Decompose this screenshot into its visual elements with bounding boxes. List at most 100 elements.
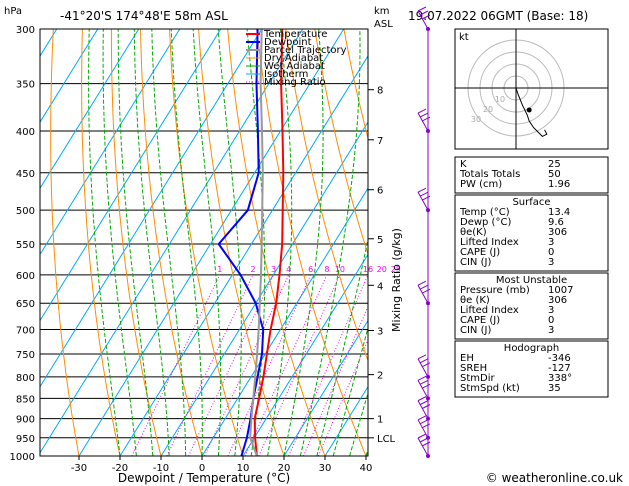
mixing-ratio-labels: 1 2 3 4 6 8 10 16 20 25 — [217, 265, 401, 274]
legend-entry: Isotherm — [264, 69, 308, 80]
wind-barb — [417, 187, 431, 211]
isotherm-line — [40, 29, 99, 124]
wind-barb-feather — [421, 14, 431, 20]
wet-adiabat-line — [151, 29, 187, 456]
isotherm-line — [160, 121, 368, 456]
wet-adiabat-line — [117, 29, 154, 456]
pressure-tick-label: 950 — [16, 434, 35, 445]
wind-barb-feather — [417, 6, 427, 12]
pressure-tick-label: 600 — [16, 271, 35, 282]
wind-barb-feather — [421, 441, 431, 447]
wind-barb — [417, 108, 431, 132]
mixing-ratio-label: 1 — [217, 265, 222, 274]
right-axis-title: Mixing Ratio (g/kg) — [390, 228, 403, 332]
hodograph-ring-label: 10 — [495, 95, 505, 104]
wind-barb-staff — [417, 437, 429, 457]
indices-hodograph-row-value: 35 — [548, 383, 561, 394]
isotherm-line — [40, 29, 304, 454]
dry-adiabat-line — [314, 29, 368, 256]
wet-adiabat-line — [267, 29, 293, 456]
indices-surface-row-label: Dewp (°C) — [460, 217, 511, 228]
wind-profile — [417, 6, 431, 458]
indices-surface-row-label: CIN (J) — [460, 257, 491, 268]
km-tick-label: 6 — [377, 186, 383, 197]
indices-surface-row-value: 3 — [548, 257, 554, 268]
wet-adiabat-line — [102, 29, 137, 456]
wind-barb-feather — [417, 433, 427, 439]
indices-basic-row-value: 1.96 — [548, 179, 570, 190]
indices-basic-row-label: Totals Totals — [459, 169, 520, 180]
wind-barb-feather — [421, 195, 431, 201]
x-tick-label: 0 — [199, 463, 205, 474]
profile-parcel-trajectory — [249, 29, 264, 456]
wind-barb-feather — [421, 423, 431, 429]
dry-adiabat-line — [198, 29, 285, 456]
x-tick-label: 10 — [237, 463, 250, 474]
profile-dewpoint — [217, 29, 265, 456]
isotherm-line — [201, 187, 368, 456]
isotherm-line — [78, 29, 345, 456]
indices-most-unstable-row-value: 1007 — [548, 285, 573, 296]
indices-hodograph-row-label: SREH — [460, 363, 487, 374]
pressure-tick-label: 1000 — [10, 452, 35, 463]
dry-adiabat-line — [285, 29, 368, 363]
wind-barb — [417, 375, 431, 399]
wind-barb-feather — [417, 375, 427, 381]
legend-entry: Temperature — [263, 29, 327, 40]
dry-adiabat-line — [256, 29, 367, 456]
profile-lines — [217, 29, 285, 456]
wind-barb — [417, 396, 431, 419]
isotherm-line — [283, 319, 368, 456]
pressure-tick-label: 750 — [16, 350, 35, 361]
indices-surface-row-value: 13.4 — [548, 207, 570, 218]
indices-most-unstable-row-label: Pressure (mb) — [460, 285, 530, 296]
wet-adiabat-line — [170, 29, 203, 456]
wind-barb-feather — [421, 383, 431, 389]
mixing-ratio-line — [244, 274, 328, 456]
pressure-tick-label: 900 — [16, 415, 35, 426]
wind-barb-staff — [417, 358, 429, 378]
wind-barb — [417, 433, 431, 457]
indices-hodograph-title: Hodograph — [504, 343, 559, 354]
plot-frame — [39, 28, 369, 457]
dry-adiabat-line — [140, 29, 203, 456]
mixing-ratio-label: 3 — [271, 265, 276, 274]
wind-barb-feather — [419, 437, 429, 443]
wind-barb-feather — [419, 379, 429, 385]
indices-most-unstable-row-label: CIN (J) — [460, 325, 491, 336]
isotherm-line — [119, 55, 368, 456]
km-tick-label: 8 — [377, 86, 383, 97]
profile-temperature — [253, 29, 285, 456]
dry-adiabat-line — [50, 29, 80, 456]
indices-basic-row-label: K — [460, 159, 467, 170]
mixing-ratio-label: 4 — [286, 265, 291, 274]
wind-barb — [417, 354, 431, 378]
pressure-tick-label: 650 — [16, 299, 35, 310]
wind-barb-staff — [417, 10, 429, 30]
indices-surface-row-value: 3 — [548, 237, 554, 248]
wind-barb-feather — [419, 419, 429, 425]
mixing-ratio-line — [258, 274, 341, 456]
indices-hodograph-row-label: EH — [460, 353, 474, 364]
indices-most-unstable-title: Most Unstable — [496, 275, 567, 286]
isotherm-line — [242, 253, 368, 456]
x-tick-label: -30 — [71, 463, 87, 474]
wind-barb-feather — [421, 288, 431, 294]
wind-barb-feather — [419, 10, 429, 16]
wind-barb-feather — [417, 354, 427, 360]
mixing-ratio-label: 2 — [250, 265, 255, 274]
wind-barb-staff — [417, 191, 429, 211]
wind-barb-feather — [417, 415, 427, 421]
wind-barb-feather — [421, 362, 431, 368]
wind-barb-feather — [417, 187, 427, 193]
legend-entry: Mixing Ratio — [264, 77, 326, 88]
mixing-ratio-label: 6 — [308, 265, 313, 274]
hodograph-kt-label: kt — [459, 32, 469, 43]
axes: 3003504004505005506006507007508008509009… — [10, 25, 396, 474]
indices-surface-row-label: Lifted Index — [460, 237, 519, 248]
legend-entry: Dewpoint — [264, 37, 312, 48]
wind-barb-staff — [417, 419, 429, 439]
indices-basic-box — [454, 156, 609, 194]
km-tick-label: 5 — [377, 235, 383, 246]
indices-most-unstable-row-label: Lifted Index — [460, 305, 519, 316]
